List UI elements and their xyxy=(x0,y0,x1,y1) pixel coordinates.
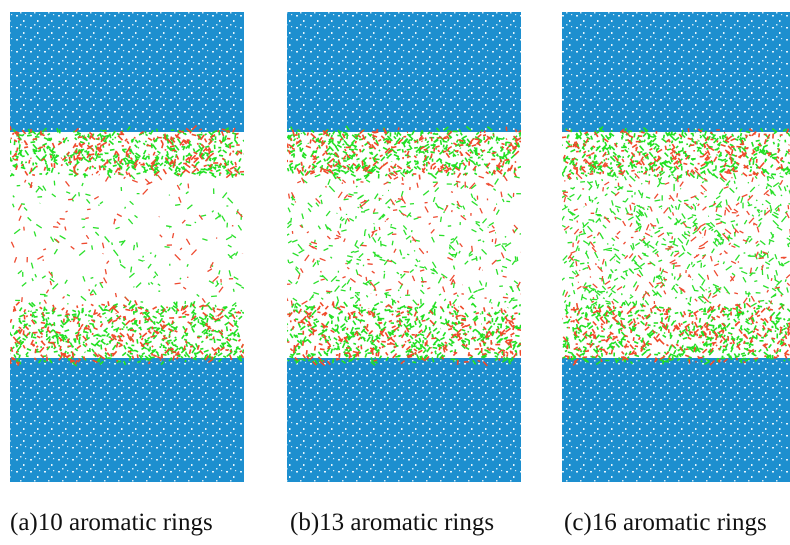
water-slab xyxy=(562,12,790,132)
caption: (a)10 aromatic rings xyxy=(10,509,213,536)
caption: (c)16 aromatic rings xyxy=(564,509,767,536)
aromatic-rings xyxy=(287,172,521,306)
alkane-chains xyxy=(287,171,521,309)
aromatic-rings xyxy=(10,124,244,179)
aromatic-rings xyxy=(562,128,790,180)
alkane-chains xyxy=(562,169,790,310)
alkane-chains xyxy=(562,301,790,366)
water-slab xyxy=(287,12,521,132)
water-slab xyxy=(10,358,244,482)
water-slab xyxy=(562,358,790,482)
aromatic-rings xyxy=(562,302,790,366)
snapshot xyxy=(10,12,244,482)
aromatic-rings xyxy=(287,301,521,367)
alkane-chains xyxy=(10,300,244,367)
alkane-chains xyxy=(287,300,521,367)
aromatic-rings xyxy=(562,169,790,305)
aromatic-rings xyxy=(10,174,244,304)
water-slab xyxy=(287,358,521,482)
panels xyxy=(10,12,790,482)
water-slab xyxy=(10,12,244,132)
alkane-chains xyxy=(287,125,521,180)
aromatic-rings xyxy=(287,126,521,180)
alkane-chains xyxy=(11,172,244,308)
aromatic-rings xyxy=(10,300,244,367)
caption: (b)13 aromatic rings xyxy=(290,509,494,536)
snapshot xyxy=(562,12,790,482)
snapshot xyxy=(287,12,521,482)
